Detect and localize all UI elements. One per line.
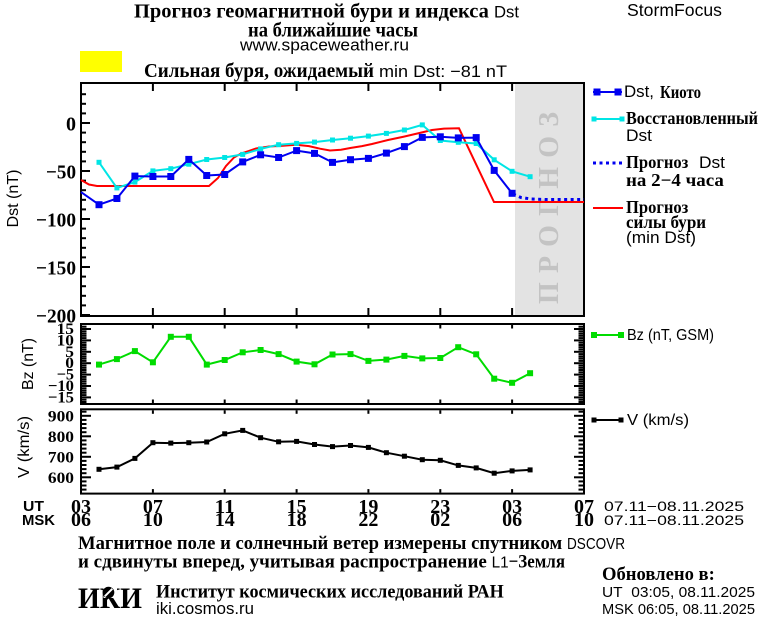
svg-text:на ближайшие часы: на ближайшие часы bbox=[248, 20, 418, 42]
svg-text:силы бури: силы бури bbox=[626, 212, 706, 232]
svg-text:Прогноз: Прогноз bbox=[626, 152, 688, 172]
svg-text:19: 19 bbox=[358, 496, 378, 518]
svg-text:07.11−08.11.2025: 07.11−08.11.2025 bbox=[604, 513, 744, 528]
svg-text:и сдвинуты вперед, учитывая ра: и сдвинуты вперед, учитывая распростране… bbox=[78, 552, 492, 573]
svg-text:10: 10 bbox=[57, 332, 74, 349]
svg-text:Dst: Dst bbox=[494, 3, 519, 22]
svg-text:V (km/s): V (km/s) bbox=[627, 412, 689, 429]
svg-text:02: 02 bbox=[430, 509, 450, 531]
svg-text:V (km/s): V (km/s) bbox=[16, 416, 33, 478]
svg-text:Восстановленный: Восстановленный bbox=[626, 108, 758, 128]
svg-text:Dst: Dst bbox=[626, 126, 652, 145]
svg-text:07: 07 bbox=[574, 496, 594, 518]
svg-text:15: 15 bbox=[287, 496, 307, 518]
svg-text:23: 23 bbox=[430, 496, 450, 518]
svg-text:Киото: Киото bbox=[660, 82, 701, 102]
svg-text:min Dst: −81 nT: min Dst: −81 nT bbox=[379, 62, 507, 81]
svg-text:−200: −200 bbox=[36, 306, 76, 328]
svg-text:Dst: Dst bbox=[699, 153, 725, 172]
svg-text:11: 11 bbox=[215, 496, 235, 518]
svg-text:10: 10 bbox=[574, 509, 594, 531]
svg-text:MSK 06:05, 08.11.2025: MSK 06:05, 08.11.2025 bbox=[602, 601, 755, 618]
svg-text:600: 600 bbox=[48, 470, 74, 487]
svg-text:Институт космических исследова: Институт космических исследований РАН bbox=[156, 582, 504, 603]
svg-text:(min Dst): (min Dst) bbox=[626, 228, 696, 247]
svg-text:−Земля: −Земля bbox=[509, 552, 565, 573]
svg-text:на 2−4 часа: на 2−4 часа bbox=[626, 170, 724, 190]
svg-text:03: 03 bbox=[71, 496, 91, 518]
svg-text:Dst (nT): Dst (nT) bbox=[5, 170, 22, 228]
svg-text:Bz (nT): Bz (nT) bbox=[20, 338, 37, 390]
svg-text:iki.cosmos.ru: iki.cosmos.ru bbox=[156, 600, 254, 618]
svg-text:700: 700 bbox=[48, 449, 74, 466]
svg-text:Прогноз: Прогноз bbox=[626, 197, 688, 217]
svg-text:10: 10 bbox=[143, 509, 163, 531]
svg-text:900: 900 bbox=[48, 408, 74, 425]
svg-text:−10: −10 bbox=[48, 378, 74, 395]
svg-text:06: 06 bbox=[502, 509, 522, 531]
svg-text:−5: −5 bbox=[57, 367, 74, 384]
svg-text:22: 22 bbox=[358, 509, 378, 531]
svg-text:Обновлено в:: Обновлено в: bbox=[602, 564, 715, 585]
svg-text:Магнитное поле и солнечный вет: Магнитное поле и солнечный ветер измерен… bbox=[78, 533, 567, 554]
svg-text:L1: L1 bbox=[492, 555, 509, 572]
svg-text:−150: −150 bbox=[36, 258, 76, 280]
svg-text:www.spaceweather.ru: www.spaceweather.ru bbox=[239, 36, 409, 55]
svg-text:800: 800 bbox=[48, 429, 74, 446]
svg-text:DSCOVR: DSCOVR bbox=[567, 536, 625, 553]
svg-text:0: 0 bbox=[65, 355, 74, 372]
svg-text:03: 03 bbox=[502, 496, 522, 518]
svg-text:StormFocus: StormFocus bbox=[627, 0, 722, 20]
svg-text:UT: UT bbox=[23, 499, 44, 515]
svg-text:15: 15 bbox=[57, 321, 74, 338]
svg-text:07.11−08.11.2025: 07.11−08.11.2025 bbox=[604, 499, 744, 514]
svg-text:Сильная буря, ожидаемый: Сильная буря, ожидаемый bbox=[144, 60, 374, 82]
svg-text:07: 07 bbox=[143, 496, 163, 518]
svg-text:18: 18 bbox=[287, 509, 307, 531]
svg-text:−100: −100 bbox=[36, 210, 76, 232]
svg-text:14: 14 bbox=[215, 509, 235, 531]
svg-text:Bz (nT, GSM): Bz (nT, GSM) bbox=[627, 327, 714, 344]
svg-text:Прогноз геомагнитной бури и ин: Прогноз геомагнитной бури и индекса bbox=[134, 1, 494, 23]
svg-text:MSK: MSK bbox=[22, 513, 56, 529]
svg-text:0: 0 bbox=[66, 114, 76, 136]
svg-text:−15: −15 bbox=[48, 389, 74, 406]
svg-text:Dst,: Dst, bbox=[624, 82, 654, 101]
svg-text:5: 5 bbox=[65, 344, 74, 361]
svg-text:−50: −50 bbox=[46, 162, 76, 184]
svg-text:ПРОГНОЗ: ПРОГНОЗ bbox=[534, 112, 565, 304]
svg-text:UT 03:05, 08.11.2025: UT 03:05, 08.11.2025 bbox=[602, 584, 755, 601]
svg-text:06: 06 bbox=[71, 509, 91, 531]
